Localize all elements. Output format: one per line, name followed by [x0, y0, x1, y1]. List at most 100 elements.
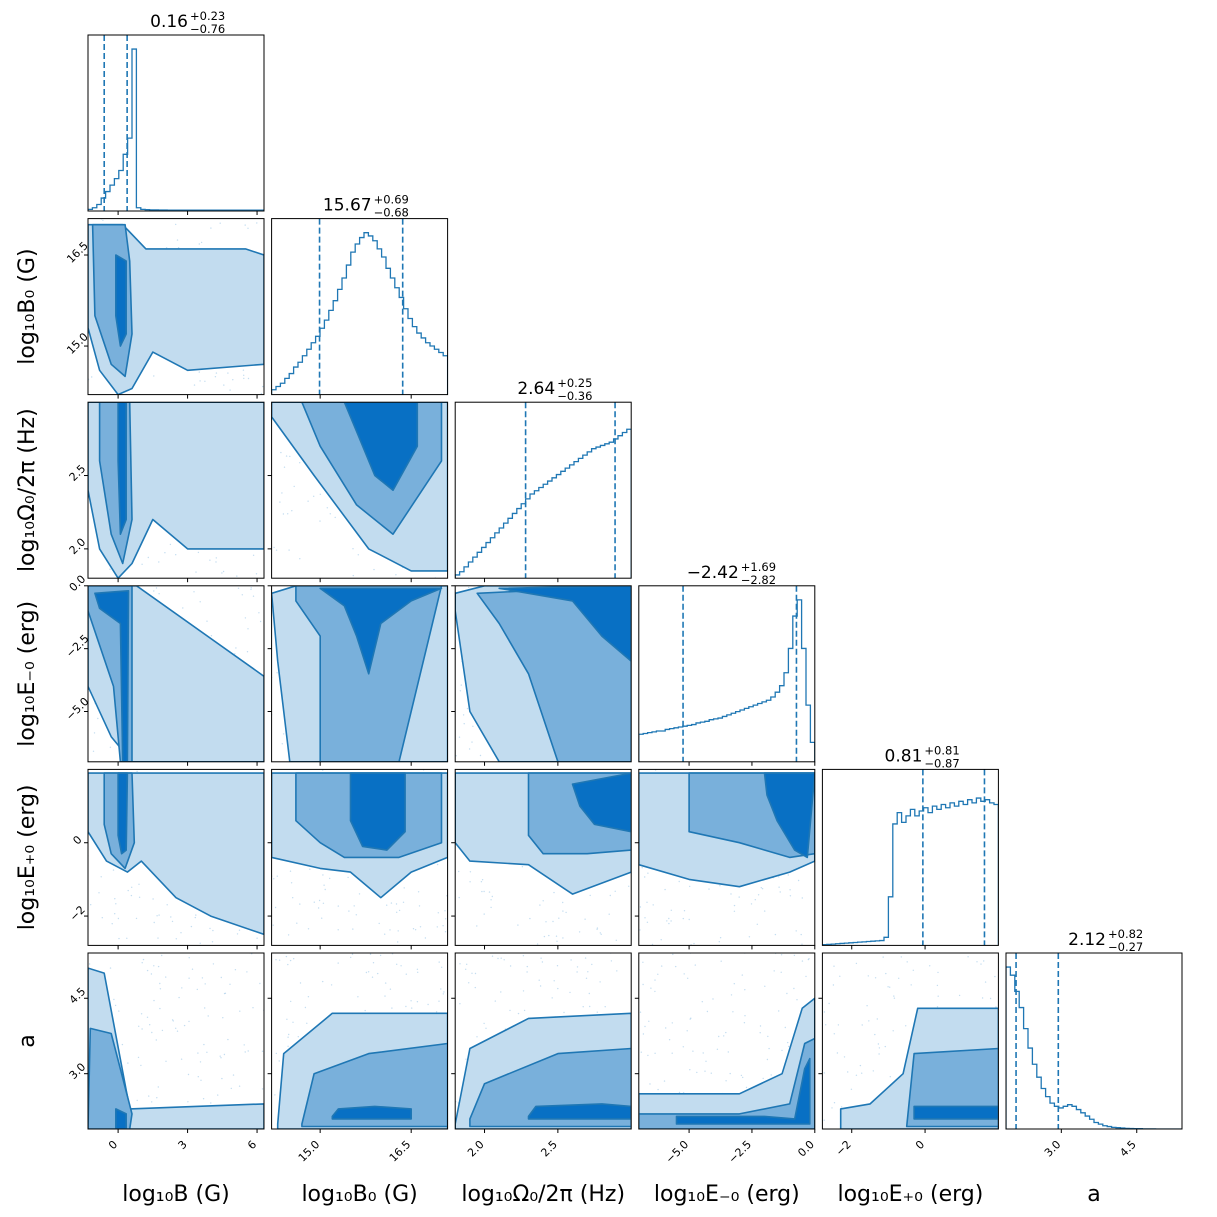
- scatter-point: [654, 1052, 656, 1055]
- scatter-point: [178, 996, 180, 999]
- scatter-point: [109, 967, 112, 969]
- scatter-point: [801, 943, 803, 945]
- scatter-point: [898, 977, 900, 979]
- scatter-point: [256, 937, 258, 939]
- scatter-point: [221, 572, 223, 574]
- scatter-point: [474, 972, 477, 975]
- scatter-point: [471, 741, 473, 743]
- density-panel-a-vs-logEplus: [823, 956, 999, 1129]
- scatter-point: [761, 888, 764, 890]
- scatter-point: [111, 923, 113, 925]
- title-value-logB0: 15.67: [323, 196, 372, 216]
- contour-level-3: [675, 1057, 811, 1125]
- scatter-point: [552, 920, 554, 923]
- scatter-point: [874, 1033, 876, 1036]
- scatter-point: [367, 971, 370, 973]
- scatter-point: [102, 219, 104, 221]
- scatter-point: [692, 1050, 694, 1052]
- scatter-point: [235, 647, 237, 649]
- scatter-point: [282, 513, 285, 515]
- y-tick-label-a: 4.5: [67, 985, 89, 1007]
- scatter-point: [788, 1045, 790, 1048]
- scatter-point: [113, 998, 115, 1001]
- y-axis-label-logEminus: log₁₀E₋₀ (erg): [15, 601, 40, 747]
- scatter-point: [236, 933, 239, 935]
- x-tick-label-logEminus: −5.0: [663, 1138, 691, 1166]
- scatter-point: [833, 1102, 836, 1104]
- scatter-point: [171, 920, 174, 923]
- scatter-point: [118, 1010, 120, 1012]
- scatter-point: [483, 1022, 485, 1025]
- contour-level-3: [331, 1105, 413, 1120]
- scatter-point: [481, 890, 483, 893]
- title-value-logEplus: 0.81: [885, 746, 923, 766]
- scatter-point: [639, 1011, 642, 1013]
- panel-frame-logEplus-vs-logEminus: [638, 768, 816, 946]
- scatter-point: [889, 986, 891, 988]
- scatter-point: [140, 1013, 143, 1015]
- scatter-point: [720, 960, 722, 962]
- scatter-point: [261, 1088, 264, 1090]
- scatter-point: [436, 926, 438, 928]
- scatter-point: [483, 890, 485, 893]
- scatter-point: [760, 887, 762, 889]
- scatter-point: [285, 455, 288, 457]
- x-axis-label-logEminus: log₁₀E₋₀ (erg): [654, 1182, 800, 1207]
- scatter-point: [396, 963, 398, 965]
- scatter-point: [485, 1027, 487, 1030]
- title-logEminus: −2.42 +1.69−2.82: [687, 560, 776, 587]
- title-plus-logB0: +0.69: [374, 193, 409, 207]
- scatter-point: [273, 546, 275, 549]
- scatter-point: [843, 1056, 846, 1058]
- scatter-point: [243, 1044, 245, 1046]
- scatter-point: [526, 971, 528, 973]
- scatter-point: [725, 1080, 727, 1082]
- scatter-point: [209, 559, 211, 561]
- scatter-point: [215, 372, 218, 374]
- scatter-point: [712, 998, 714, 1000]
- scatter-point: [157, 965, 160, 968]
- scatter-point: [204, 1007, 206, 1009]
- contour-level-1: [638, 997, 815, 1129]
- scatter-point: [210, 1102, 212, 1104]
- scatter-point: [101, 917, 104, 919]
- scatter-point: [808, 958, 810, 960]
- scatter-point: [719, 937, 722, 939]
- scatter-point: [164, 552, 166, 554]
- scatter-point: [379, 954, 382, 957]
- scatter-point: [275, 549, 278, 551]
- scatter-point: [188, 957, 190, 959]
- title-minus-logB0: −0.68: [374, 206, 409, 220]
- scatter-point: [759, 1032, 761, 1034]
- scatter-point: [494, 1000, 496, 1002]
- scatter-point: [194, 916, 196, 919]
- scatter-point: [337, 962, 339, 964]
- scatter-point: [242, 369, 245, 371]
- panel-frame-logOmega-vs-logB: [87, 401, 265, 579]
- scatter-point: [175, 223, 177, 226]
- scatter-point: [322, 980, 324, 983]
- scatter-point: [203, 1043, 205, 1046]
- scatter-point: [280, 451, 282, 454]
- panel-frame-a-vs-logOmega: [454, 952, 632, 1130]
- scatter-point: [88, 963, 91, 965]
- scatter-point: [158, 561, 160, 563]
- scatter-point: [733, 983, 735, 985]
- x-axis-label-logEplus: log₁₀E₊₀ (erg): [837, 1182, 983, 1207]
- title-plus-a: +0.82: [1108, 927, 1143, 941]
- x-axis-label-logOmega: log₁₀Ω₀/2π (Hz): [461, 1182, 625, 1207]
- scatter-point: [117, 917, 120, 920]
- scatter-point: [93, 732, 96, 734]
- scatter-point: [774, 933, 777, 936]
- scatter-point: [744, 1015, 746, 1017]
- scatter-point: [285, 955, 288, 958]
- scatter-point: [762, 1077, 764, 1080]
- panel-frame-a-vs-logB: [87, 952, 265, 1130]
- scatter-point: [307, 928, 310, 930]
- scatter-point: [227, 1038, 229, 1041]
- scatter-point: [306, 1022, 308, 1024]
- scatter-point: [223, 992, 226, 995]
- scatter-point: [458, 736, 461, 738]
- scatter-point: [443, 991, 445, 993]
- scatter-point: [732, 1011, 734, 1013]
